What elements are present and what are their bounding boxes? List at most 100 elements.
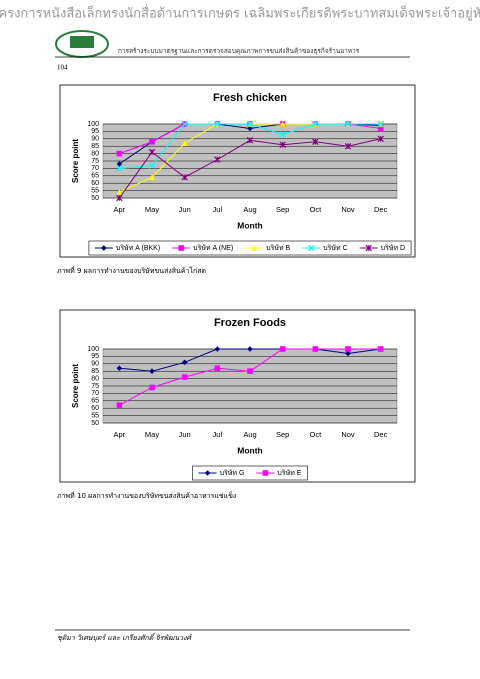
figure-caption: ภาพที่ 10 ผลการทำงานของบริษัทขนส่งสินค้า…	[57, 491, 236, 500]
y-tick-label: 85	[91, 143, 99, 150]
data-point	[279, 131, 286, 138]
x-tick-label: Sep	[276, 205, 289, 214]
x-tick-label: Aug	[243, 430, 256, 439]
x-tick-label: Apr	[113, 205, 125, 214]
footer-text: ชุติมา วิเศษบุตร์ และ เกรียงศักดิ์ จิรพั…	[57, 632, 193, 642]
legend-label: บริษัท A (BKK)	[116, 244, 160, 252]
y-tick-label: 100	[87, 346, 99, 353]
legend-label: บริษัท D	[381, 244, 405, 252]
y-tick-label: 60	[91, 180, 99, 187]
data-point	[247, 346, 253, 352]
data-point	[279, 141, 286, 148]
legend	[192, 465, 308, 481]
data-point	[344, 142, 352, 150]
x-tick-label: Jul	[213, 430, 223, 439]
legend-marker	[308, 244, 315, 252]
x-tick-label: Nov	[341, 205, 355, 214]
data-point	[116, 402, 123, 409]
data-point	[279, 346, 286, 352]
legend-marker	[262, 470, 269, 476]
y-tick-label: 80	[91, 375, 99, 382]
legend-label: บริษัท G	[220, 469, 245, 477]
legend-items: บริษัท G บริษัท E	[198, 469, 302, 477]
data-point	[377, 135, 384, 143]
data-point	[116, 194, 123, 202]
data-point	[148, 162, 156, 169]
data-point	[116, 165, 123, 172]
legend-label: บริษัท C	[323, 244, 347, 252]
y-tick-label: 90	[91, 136, 99, 143]
data-point	[214, 346, 221, 352]
data-point	[214, 365, 221, 372]
y-tick-label: 100	[87, 121, 99, 128]
data-point	[181, 174, 188, 181]
y-tick-label: 85	[91, 368, 99, 375]
x-tick-label: Dec	[374, 430, 388, 439]
data-point	[247, 368, 253, 374]
data-point	[116, 150, 123, 157]
y-tick-label: 60	[91, 405, 99, 412]
header-subtitle: การสร้างระบบมาตรฐานและการตรวจสอบคุณภาพกา…	[118, 47, 360, 55]
y-tick-label: 80	[91, 150, 99, 157]
x-tick-label: Dec	[374, 205, 388, 214]
x-tick-label: Aug	[243, 205, 256, 214]
data-point	[312, 138, 319, 145]
x-tick-label: Jun	[179, 205, 191, 214]
data-point	[116, 365, 123, 372]
x-tick-label: Apr	[113, 430, 125, 439]
x-tick-label: Jun	[179, 430, 191, 439]
x-tick-label: Nov	[341, 430, 355, 439]
x-tick-label: Jul	[213, 205, 223, 214]
header-title: โครงการหนังสือเล็กทรงนักสื่อด้านการเกษตร…	[0, 4, 480, 22]
y-tick-label: 50	[91, 195, 99, 202]
data-point	[149, 368, 155, 374]
y-tick-label: 55	[91, 412, 99, 419]
data-point	[214, 156, 221, 163]
figure-caption: ภาพที่ 9 ผลการทำงานของบริษัทขนส่งสินค้าไ…	[57, 266, 206, 275]
data-point	[345, 350, 351, 357]
data-point	[149, 138, 155, 145]
legend-label: บริษัท E	[277, 469, 301, 477]
data-point	[246, 137, 254, 144]
x-axis-title: Month	[237, 445, 263, 455]
data-point	[377, 120, 384, 128]
y-tick-label: 75	[91, 383, 99, 390]
data-point	[377, 125, 384, 132]
x-tick-label: May	[145, 205, 159, 214]
y-tick-label: 90	[91, 361, 99, 368]
y-tick-label: 70	[91, 390, 99, 397]
y-tick-label: 55	[91, 187, 99, 194]
data-point	[344, 120, 352, 128]
x-tick-label: Oct	[309, 205, 322, 214]
y-axis-title: Score point	[71, 139, 80, 183]
chart-title: Fresh chicken	[213, 92, 287, 104]
data-point	[377, 346, 384, 352]
data-point	[279, 121, 286, 127]
data-point	[312, 346, 319, 352]
y-tick-label: 70	[91, 165, 99, 172]
legend-marker	[204, 470, 211, 476]
data-point	[247, 125, 253, 132]
y-tick-label: 65	[91, 398, 99, 405]
legend-marker	[365, 244, 372, 252]
chart-title: Frozen Foods	[214, 317, 286, 329]
page-number: 104	[57, 64, 68, 72]
data-point	[181, 359, 188, 366]
data-point	[181, 140, 188, 147]
data-point	[214, 120, 221, 128]
y-tick-label: 75	[91, 158, 99, 165]
data-point	[149, 174, 155, 181]
y-tick-label: 65	[91, 173, 99, 180]
legend-marker	[101, 245, 107, 251]
legend-items: บริษัท A (BKK) บริษัท A (NE) บริษัท B บริษั…	[94, 244, 405, 252]
data-point	[116, 189, 123, 195]
legend-label: บริษัท B	[266, 244, 290, 252]
data-point	[312, 120, 319, 128]
y-tick-label: 95	[91, 128, 99, 135]
legend-marker	[251, 245, 257, 251]
x-tick-label: May	[145, 430, 159, 439]
y-axis-title: Score point	[71, 364, 80, 408]
legend-label: บริษัท A (NE)	[193, 244, 233, 252]
logo	[55, 30, 109, 58]
